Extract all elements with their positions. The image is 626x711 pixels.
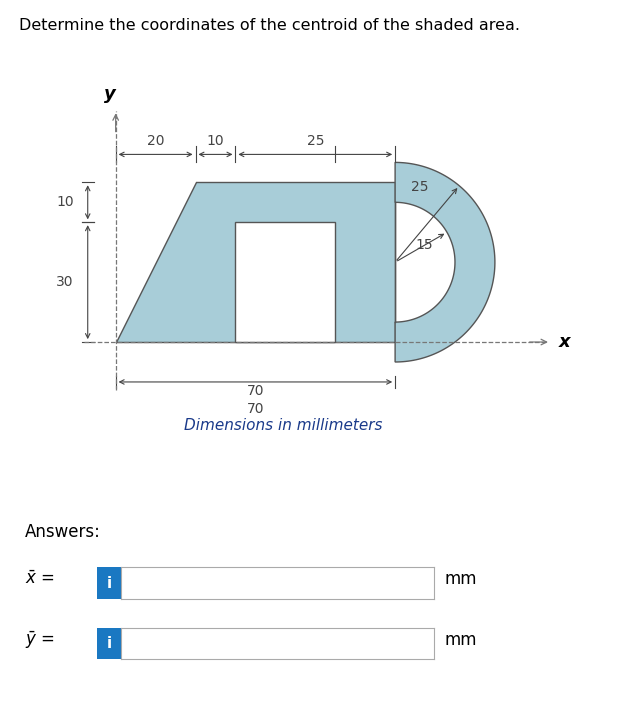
Text: 10: 10 bbox=[207, 134, 224, 149]
Text: Determine the coordinates of the centroid of the shaded area.: Determine the coordinates of the centroi… bbox=[19, 18, 520, 33]
Text: 15: 15 bbox=[415, 238, 433, 252]
Text: 10: 10 bbox=[56, 196, 74, 209]
Text: y: y bbox=[104, 85, 116, 102]
Text: Dimensions in millimeters: Dimensions in millimeters bbox=[184, 418, 382, 433]
Text: 25: 25 bbox=[307, 134, 324, 149]
Text: x: x bbox=[559, 333, 570, 351]
Text: $\bar{x}$ =: $\bar{x}$ = bbox=[25, 570, 54, 589]
Text: $\bar{y}$ =: $\bar{y}$ = bbox=[25, 629, 54, 651]
Text: 70: 70 bbox=[247, 402, 264, 416]
Polygon shape bbox=[395, 162, 495, 362]
Text: i: i bbox=[106, 636, 111, 651]
Text: 20: 20 bbox=[147, 134, 165, 149]
Text: mm: mm bbox=[444, 631, 477, 649]
Bar bbox=[235, 223, 336, 342]
Text: 30: 30 bbox=[56, 275, 74, 289]
Text: mm: mm bbox=[444, 570, 477, 589]
Text: Answers:: Answers: bbox=[25, 523, 101, 540]
Polygon shape bbox=[116, 182, 395, 342]
Text: 70: 70 bbox=[247, 384, 264, 398]
Text: i: i bbox=[106, 575, 111, 591]
Text: 25: 25 bbox=[411, 181, 429, 194]
